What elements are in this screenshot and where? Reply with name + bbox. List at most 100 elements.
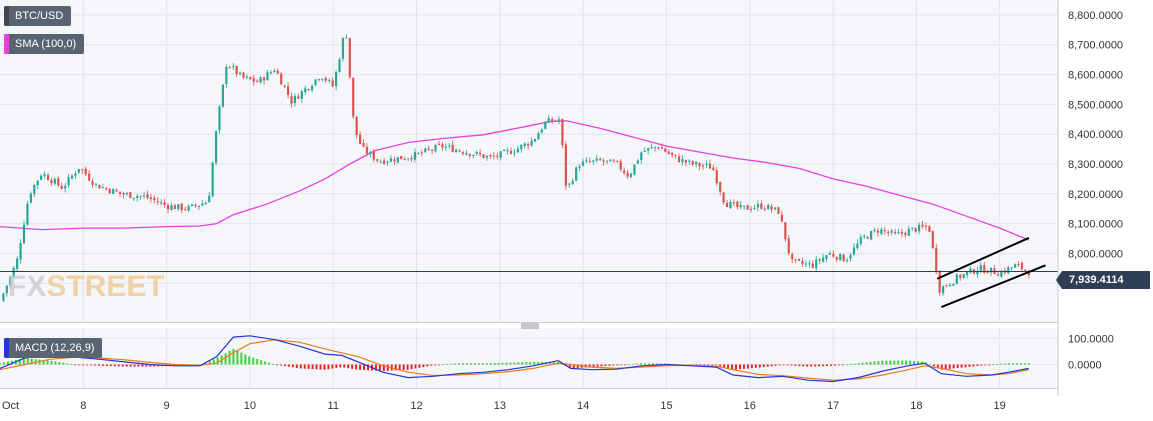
macd-histogram-bar [766, 364, 769, 367]
candle-body [962, 274, 965, 278]
macd-histogram-bar [917, 361, 920, 365]
candle-body [204, 202, 207, 205]
candle-body [773, 207, 777, 209]
candle-body [173, 205, 177, 210]
candle-body [1007, 267, 1010, 274]
macd-histogram-bar [363, 364, 366, 371]
candle-body [1010, 267, 1013, 269]
candle-body [828, 253, 832, 255]
candle-body [924, 225, 928, 227]
macd-histogram-bar [125, 364, 128, 367]
macd-histogram-bar [762, 364, 765, 368]
macd-histogram-bar [596, 364, 599, 367]
candle-body [629, 173, 633, 178]
macd-histogram-bar [473, 363, 476, 365]
macd-histogram-bar [980, 364, 983, 366]
macd-histogram-bar [58, 362, 61, 365]
candle-body [485, 155, 489, 158]
candle-body [372, 151, 375, 160]
macd-histogram-bar [727, 364, 730, 369]
macd-histogram-bar [881, 360, 884, 365]
macd-histogram-bar [857, 363, 860, 365]
candle-body [588, 161, 591, 163]
macd-histogram-bar [509, 362, 512, 365]
macd-histogram-bar [50, 360, 53, 365]
candle-body [527, 143, 530, 146]
macd-histogram-bar [853, 363, 856, 365]
candle-body [797, 258, 801, 261]
candle-body [125, 192, 128, 195]
candle-body [40, 175, 43, 180]
macd-histogram-bar [78, 364, 81, 366]
candle-body [794, 259, 797, 261]
macd-histogram-bar [742, 364, 745, 369]
macd-histogram-bar [117, 364, 120, 367]
macd-histogram-bar [636, 363, 639, 365]
candle-body [547, 118, 550, 123]
candle-body [1024, 269, 1027, 271]
fxstreet-watermark-logo: FXSTREET [8, 270, 165, 303]
candle-body [904, 232, 907, 235]
candle-body [801, 261, 804, 264]
candle-body [286, 86, 290, 95]
macd-histogram-bar [552, 361, 555, 365]
candle-body [228, 67, 231, 69]
candle-body [914, 228, 917, 232]
macd-legend[interactable]: MACD (12,26,9) [4, 338, 103, 358]
macd-histogram-bar [22, 358, 25, 365]
macd-histogram-bar [608, 364, 611, 366]
candle-body [753, 207, 756, 209]
current-price-tag: 7,939.4114 [1056, 271, 1150, 289]
candle-body [235, 65, 238, 75]
candle-body [516, 148, 519, 153]
macd-histogram-bar [426, 364, 429, 367]
candle-body [760, 203, 763, 209]
candle-body [122, 193, 125, 195]
candle-body [455, 149, 458, 153]
macd-histogram-bar [861, 362, 864, 365]
macd-histogram-bar [66, 363, 69, 365]
macd-histogram-bar [129, 364, 132, 367]
candle-body [57, 178, 60, 186]
candle-body [777, 207, 780, 214]
candle-body [907, 229, 910, 236]
macd-histogram-bar [256, 358, 259, 365]
candle-body [64, 186, 67, 189]
candle-body [249, 76, 252, 80]
macd-histogram-bar [260, 360, 263, 365]
symbol-legend[interactable]: BTC/USD [4, 6, 72, 26]
macd-histogram-bar [398, 364, 401, 371]
macd-histogram-bar [299, 364, 302, 369]
candle-body [36, 180, 39, 186]
macd-histogram-bar [984, 364, 987, 366]
macd-histogram-bar [153, 364, 156, 367]
macd-histogram-bar [600, 364, 603, 367]
macd-histogram-bar [790, 364, 793, 366]
macd-histogram-bar [382, 364, 385, 372]
candle-body [763, 208, 766, 210]
candle-body [849, 255, 852, 259]
symbol-label: BTC/USD [15, 10, 64, 22]
candle-body [986, 272, 989, 274]
candle-body [942, 286, 945, 294]
candle-body [153, 197, 156, 201]
candle-body [581, 161, 585, 166]
candle-body [928, 226, 931, 232]
candle-body [551, 119, 554, 122]
candle-body [369, 152, 372, 154]
candle-body [489, 155, 492, 157]
candle-body [266, 72, 269, 81]
candle-body [787, 238, 790, 254]
candle-body [808, 263, 811, 265]
candle-body [19, 243, 22, 260]
candle-body [74, 173, 77, 176]
macd-histogram-bar [458, 363, 461, 365]
candle-body [935, 247, 938, 273]
sma-legend[interactable]: SMA (100,0) [4, 34, 85, 54]
macd-histogram-bar [568, 364, 571, 368]
candle-body [376, 159, 379, 161]
macd-histogram-bar [283, 364, 286, 367]
candle-body [979, 265, 982, 271]
macd-histogram-bar [968, 364, 971, 367]
candle-body [660, 147, 663, 149]
